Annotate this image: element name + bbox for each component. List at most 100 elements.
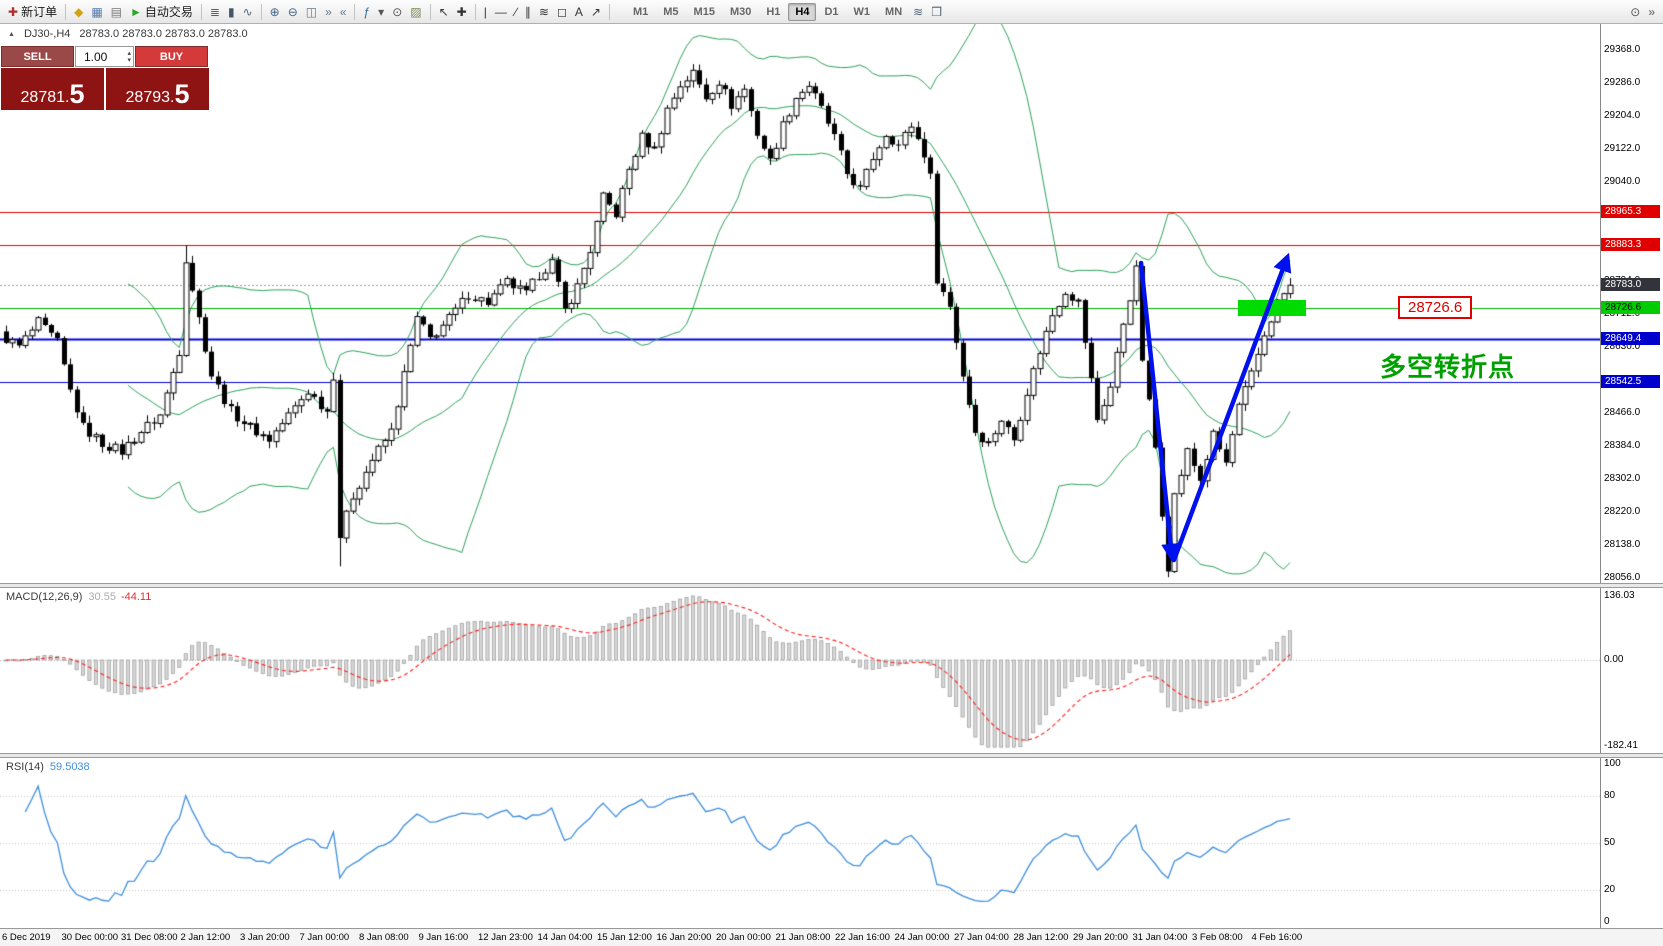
terminal-icon: ▤: [110, 4, 122, 19]
volume-up-button[interactable]: ▴: [127, 49, 131, 57]
timeframe-m30-button[interactable]: M30: [723, 3, 758, 21]
price-tick-label: 28384.0: [1604, 440, 1641, 451]
auto-scroll-button[interactable]: »: [321, 2, 336, 22]
macd-scale-label: 136.03: [1604, 590, 1635, 601]
chart-shift-button[interactable]: «: [336, 2, 351, 22]
timeframe-h1-button[interactable]: H1: [759, 3, 787, 21]
fibonacci-button[interactable]: ≋: [535, 2, 553, 22]
price-tick-label: 29204.0: [1604, 110, 1641, 121]
volume-down-button[interactable]: ▾: [127, 56, 131, 64]
date-label: 9 Jan 16:00: [418, 932, 469, 943]
date-label: 21 Jan 08:00: [775, 932, 831, 943]
periods-dropdown-button[interactable]: ⊙: [388, 2, 406, 22]
new-order-button-label: 新订单: [21, 5, 58, 19]
price-line-tag: 28783.0: [1601, 278, 1660, 291]
channel-button[interactable]: ∥: [521, 2, 535, 22]
timeframe-m1-button[interactable]: M1: [626, 3, 655, 21]
volume-field[interactable]: 1.00 ▴ ▾: [75, 46, 134, 67]
new-order-icon: ✚: [8, 4, 19, 19]
ask-price[interactable]: 28793. 5: [106, 68, 209, 110]
timeframe-h4-button[interactable]: H4: [788, 2, 817, 21]
indicators-dropdown-button[interactable]: ▾: [374, 2, 388, 22]
arrows-tool-button[interactable]: ↗: [587, 2, 605, 22]
vertical-line-icon: |: [483, 4, 487, 19]
new-window-button[interactable]: ❒: [927, 2, 946, 22]
zoom-in-button[interactable]: ⊕: [266, 2, 284, 22]
line-chart-icon: ∿: [242, 4, 253, 19]
line-chart-button[interactable]: ∿: [239, 2, 257, 22]
timeframe-m15-button[interactable]: M15: [687, 3, 722, 21]
indicators-icon: ƒ: [363, 4, 371, 19]
channel-icon: ∥: [524, 4, 531, 19]
date-label: 29 Jan 20:00: [1073, 932, 1128, 943]
timeframe-mn-button[interactable]: MN: [878, 3, 909, 21]
macd-scale-label: 0.00: [1604, 654, 1624, 665]
shapes-button[interactable]: ◻: [553, 2, 571, 22]
depth-of-market-button[interactable]: ≋: [909, 2, 927, 22]
templates-button[interactable]: ▨: [406, 2, 425, 22]
volume-steppers: ▴ ▾: [127, 50, 131, 64]
toolbar-separator: [354, 3, 356, 20]
date-label: 8 Jan 08:00: [359, 932, 409, 943]
search-button[interactable]: ⊙: [1626, 2, 1644, 22]
timeframe-d1-button[interactable]: D1: [817, 3, 845, 21]
autotrading-button[interactable]: ► 自动交易: [126, 2, 197, 22]
price-tick-label: 28466.0: [1604, 407, 1641, 418]
toolbar-overflow-button[interactable]: »: [1644, 2, 1659, 22]
macd-signal-value: -44.11: [120, 591, 152, 603]
indicators-button[interactable]: ƒ: [359, 2, 374, 22]
periods-dropdown-icon: ⊙: [392, 4, 403, 19]
toolbar-right-group: ≋ ❒: [909, 2, 946, 22]
rsi-scale-label: 20: [1604, 884, 1616, 895]
text-label-button[interactable]: A: [571, 2, 587, 22]
depth-of-market-icon: ≋: [913, 4, 924, 19]
date-label: 3 Jan 20:00: [240, 932, 290, 943]
time-axis[interactable]: 6 Dec 2019 30 Dec 00:00 31 Dec 08:00 2 Jan …: [0, 928, 1663, 946]
text-label-icon: A: [574, 4, 583, 19]
price-callout-label[interactable]: 28726.6: [1398, 296, 1473, 319]
toolbar-separator: [429, 3, 431, 20]
price-tick-label: 28220.0: [1604, 506, 1641, 517]
date-label: 24 Jan 00:00: [894, 932, 950, 943]
market-watch-button[interactable]: ◆: [70, 2, 87, 22]
crosshair-icon: ✚: [456, 4, 467, 19]
terminal-button[interactable]: ▤: [107, 2, 126, 22]
templates-icon: ▨: [410, 4, 422, 19]
date-label: 15 Jan 12:00: [597, 932, 652, 943]
rsi-scale-label: 80: [1604, 790, 1616, 801]
bid-price[interactable]: 28781. 5: [1, 68, 104, 110]
zoom-out-button[interactable]: ⊖: [284, 2, 302, 22]
price-tick-label: 28138.0: [1604, 539, 1641, 550]
navigator-button[interactable]: ▦: [87, 2, 106, 22]
ask-main-digits: 28793.: [125, 89, 175, 106]
bars-chart-button[interactable]: ≣: [206, 2, 224, 22]
candlestick-chart-button[interactable]: ▮: [224, 2, 239, 22]
navigator-icon: ▦: [91, 4, 103, 19]
toolbar-separator: [65, 3, 67, 20]
tile-windows-button[interactable]: ◫: [302, 2, 321, 22]
cursor-button[interactable]: ↖: [435, 2, 453, 22]
panel-resize-handle-rsi[interactable]: [0, 753, 1663, 758]
rsi-indicator-header: RSI(14) 59.5038: [6, 761, 90, 773]
panel-resize-handle-macd[interactable]: [0, 583, 1663, 588]
indicators-dropdown-icon: ▾: [378, 4, 385, 19]
price-axis[interactable]: [1600, 24, 1663, 928]
vertical-line-button[interactable]: |: [480, 2, 491, 22]
trendline-button[interactable]: ∕: [511, 2, 521, 22]
date-label: 20 Jan 00:00: [716, 932, 771, 943]
timeframe-m5-button[interactable]: M5: [656, 3, 685, 21]
buy-button[interactable]: BUY: [135, 46, 208, 67]
rsi-name: RSI(14): [6, 761, 44, 773]
sell-button[interactable]: SELL: [1, 46, 74, 67]
chart-title: ▲ DJ30-,H4 28783.0 28783.0 28783.0 28783…: [8, 28, 248, 40]
rsi-value: 59.5038: [49, 761, 90, 773]
crosshair-button[interactable]: ✚: [453, 2, 471, 22]
green-highlight-rect[interactable]: [1238, 300, 1306, 316]
price-tick-label: 28630.0: [1604, 341, 1641, 352]
timeframe-w1-button[interactable]: W1: [847, 3, 878, 21]
new-order-button[interactable]: ✚ 新订单: [4, 2, 61, 22]
date-label: 31 Jan 04:00: [1132, 932, 1188, 943]
turning-point-annotation[interactable]: 多空转折点: [1380, 352, 1516, 382]
horizontal-line-button[interactable]: —: [491, 2, 511, 22]
